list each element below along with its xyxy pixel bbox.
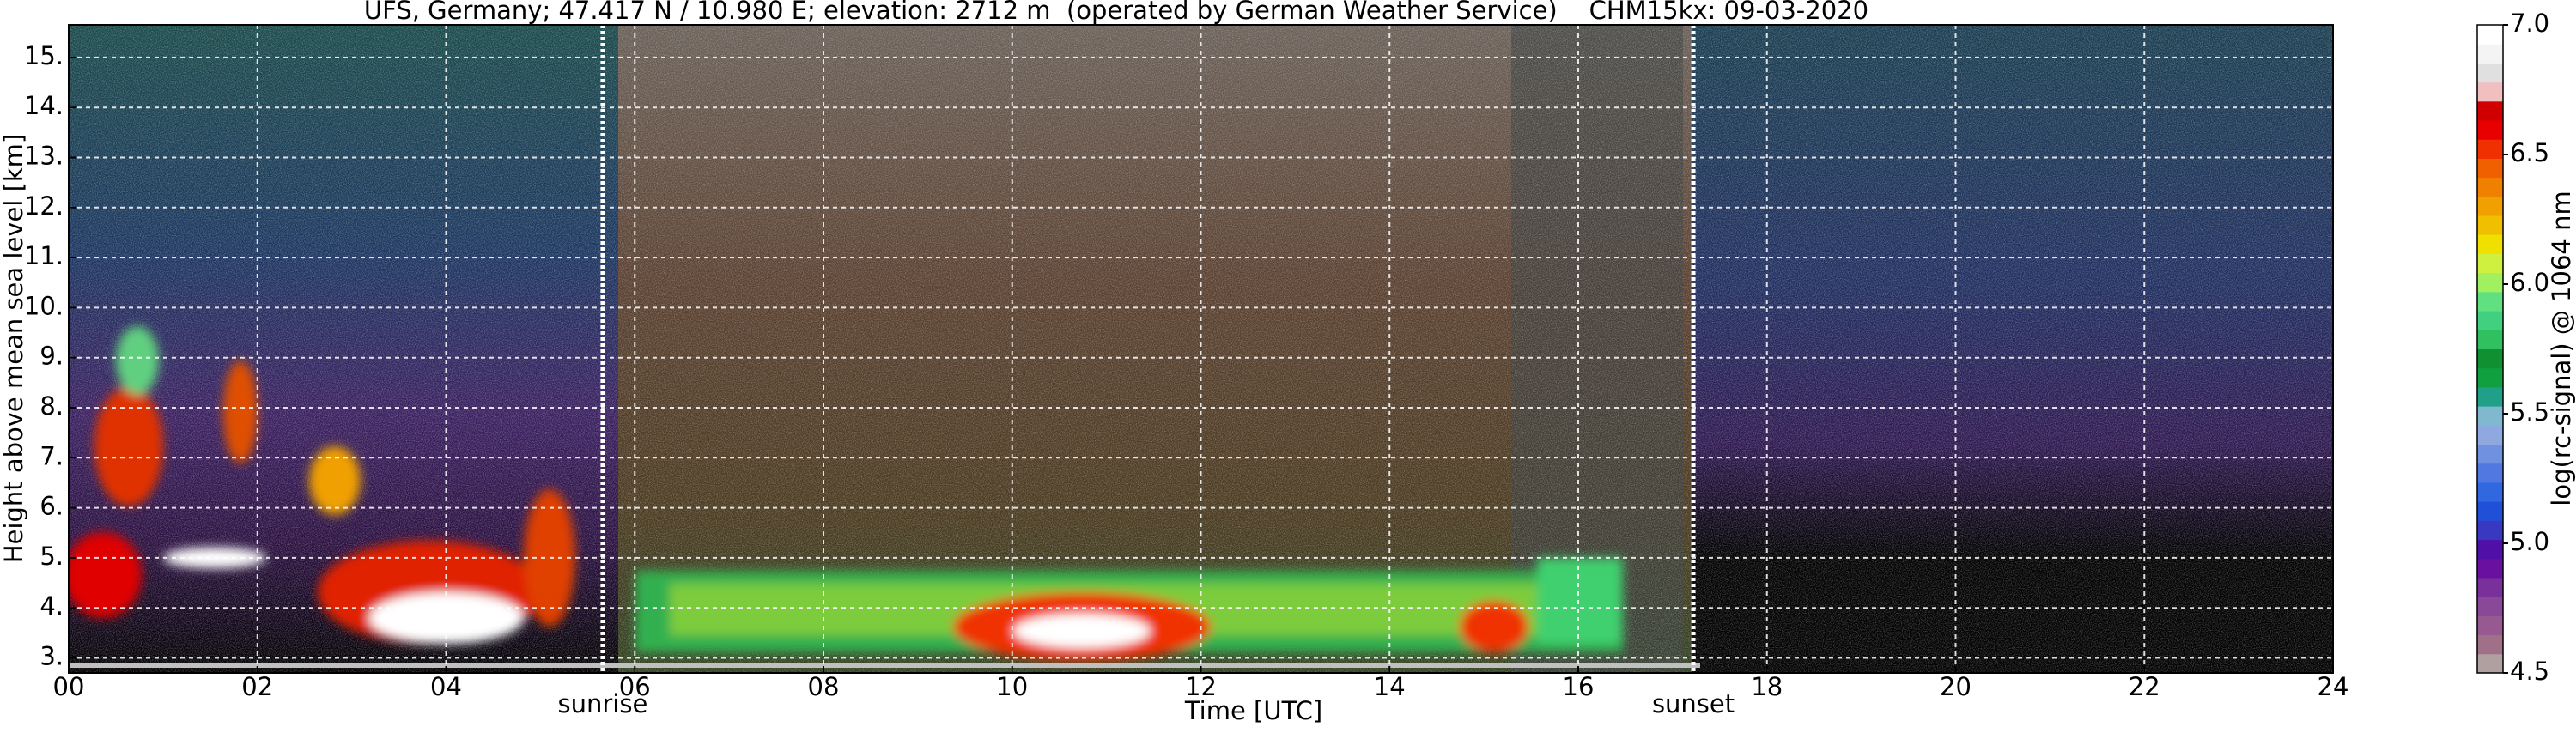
colorbar-tick-label: 5.0 (2510, 527, 2549, 556)
x-tick-label: 04 (430, 672, 462, 701)
y-tick-label: 11. (24, 241, 64, 270)
y-tick-label: 14. (24, 91, 64, 120)
x-tick-label: 02 (241, 672, 273, 701)
colorbar-swatch (2477, 196, 2503, 216)
x-tick-label: 12 (1185, 672, 1217, 701)
y-tick-label: 15. (24, 41, 64, 70)
x-tick-label: 10 (996, 672, 1028, 701)
colorbar-swatch (2477, 634, 2503, 655)
x-axis-label: Time [UTC] (1184, 696, 1322, 725)
colorbar-tick-label: 4.5 (2510, 657, 2549, 686)
colorbar-swatch (2477, 253, 2503, 274)
colorbar-swatch (2477, 425, 2503, 445)
colorbar-swatch (2477, 501, 2503, 521)
colorbar-swatch (2477, 120, 2503, 140)
colorbar-swatch (2477, 44, 2503, 64)
colorbar-swatch (2477, 463, 2503, 483)
colorbar-swatch (2477, 367, 2503, 388)
colorbar-tick-label: 6.0 (2510, 268, 2549, 297)
colorbar-swatch (2477, 330, 2503, 349)
colorbar-tick-label: 5.5 (2510, 397, 2549, 427)
colorbar-swatch (2477, 539, 2503, 560)
colorbar-swatch (2477, 63, 2503, 83)
colorbar-swatch (2477, 311, 2503, 330)
colorbar-swatch (2477, 25, 2503, 45)
colorbar-swatch (2477, 386, 2503, 407)
y-tick-label: 8. (39, 391, 64, 421)
y-tick-label: 3. (39, 642, 64, 671)
y-tick-label: 9. (39, 342, 64, 371)
y-tick-label: 10. (24, 291, 64, 320)
colorbar-swatch (2477, 406, 2503, 426)
y-tick-label: 12. (24, 191, 64, 221)
y-tick-label: 6. (39, 492, 64, 521)
x-tick-label: 20 (1940, 672, 1971, 701)
colorbar-swatch (2477, 234, 2503, 254)
y-tick-label: 4. (39, 591, 64, 621)
x-tick-label: 22 (2129, 672, 2160, 701)
x-tick-label: 16 (1563, 672, 1595, 701)
colorbar-swatch (2477, 615, 2503, 636)
colorbar-swatch (2477, 520, 2503, 541)
y-axis-label: Height above mean sea level [km] (0, 134, 28, 563)
heatmap-background (69, 25, 2333, 673)
y-tick-label: 5. (39, 542, 64, 571)
colorbar-swatch (2477, 291, 2503, 312)
colorbar-swatch (2477, 82, 2503, 102)
event-label: sunset (1652, 689, 1735, 718)
y-tick-label: 13. (24, 141, 64, 170)
colorbar-tick-label: 6.5 (2510, 138, 2549, 167)
colorbar-swatch (2477, 215, 2503, 235)
colorbar-swatch (2477, 139, 2503, 159)
x-tick-label: 18 (1751, 672, 1783, 701)
y-tick-label: 7. (39, 441, 64, 470)
event-label: sunrise (557, 689, 647, 718)
colorbar-swatch (2477, 348, 2503, 369)
colorbar-swatch (2477, 272, 2503, 293)
colorbar-swatch (2477, 558, 2503, 579)
colorbar-tick-label: 7.0 (2510, 9, 2549, 38)
colorbar-swatch (2477, 100, 2503, 121)
colorbar-swatch (2477, 444, 2503, 464)
x-tick-label: 08 (808, 672, 840, 701)
x-tick-label: 06 (619, 672, 651, 701)
colorbar-swatch (2477, 653, 2503, 674)
colorbar-swatch (2477, 177, 2503, 197)
x-tick-label: 14 (1374, 672, 1406, 701)
plot-frame (68, 24, 2334, 674)
colorbar-frame (2476, 24, 2504, 674)
colorbar-swatch (2477, 482, 2503, 502)
x-tick-label: 24 (2318, 672, 2349, 701)
colorbar-swatch (2477, 158, 2503, 179)
colorbar-label: log(rc-signal) @ 1064 nm (2547, 191, 2576, 506)
x-tick-label: 00 (53, 672, 85, 701)
chart-title: UFS, Germany; 47.417 N / 10.980 E; eleva… (364, 0, 1868, 25)
colorbar-swatch (2477, 597, 2503, 616)
colorbar-swatch (2477, 577, 2503, 597)
